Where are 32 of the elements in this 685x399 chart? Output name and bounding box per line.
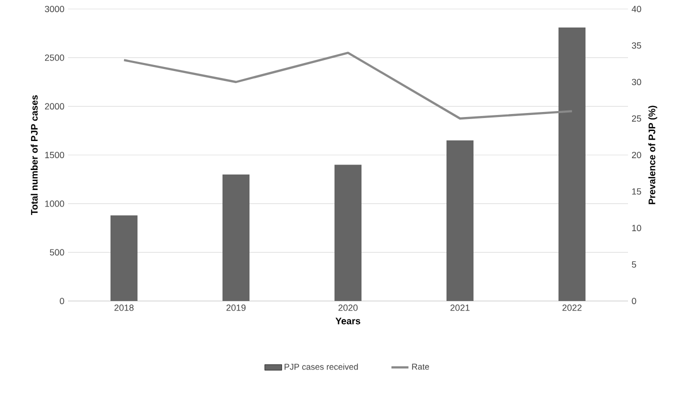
y2-tick-label: 25 — [632, 115, 642, 122]
y2-tick-label: 15 — [632, 188, 642, 195]
y2-tick-label: 0 — [632, 298, 636, 304]
y2-axis-title: Prevalence of PJP (%) — [648, 106, 658, 204]
line-series — [122, 52, 574, 120]
bar — [558, 27, 586, 301]
x-axis-title: Years — [336, 318, 360, 324]
y-tick-label: 2500 — [44, 54, 64, 61]
x-tick-label: 2018 — [114, 304, 134, 311]
y-tick-label: 0 — [60, 298, 64, 304]
y-tick-label: 3000 — [44, 6, 64, 12]
x-tick-label: 2022 — [562, 304, 582, 311]
bar — [222, 174, 250, 301]
y2-tick-label: 40 — [632, 6, 642, 12]
bar — [446, 140, 474, 301]
x-tick-label: 2020 — [338, 304, 358, 311]
x-tick-label: 2019 — [226, 304, 246, 311]
y-tick-label: 1500 — [45, 152, 64, 158]
x-tick-label: 2021 — [450, 304, 470, 311]
y-axis-title: Total number of PJP cases — [30, 95, 38, 216]
y2-tick-label: 5 — [632, 261, 636, 268]
y-tick-label: 2000 — [44, 103, 64, 110]
legend-label: Rate — [412, 364, 430, 370]
y-tick-label: 500 — [50, 249, 64, 256]
y2-tick-label: 30 — [632, 78, 642, 86]
y2-tick-label: 20 — [632, 152, 642, 158]
bar — [110, 215, 138, 301]
y2-tick-label: 35 — [632, 42, 642, 49]
legend-label: PJP cases received — [284, 364, 358, 370]
bar — [334, 164, 362, 301]
y-tick-label: 1000 — [45, 200, 64, 207]
y2-tick-label: 10 — [632, 224, 642, 232]
